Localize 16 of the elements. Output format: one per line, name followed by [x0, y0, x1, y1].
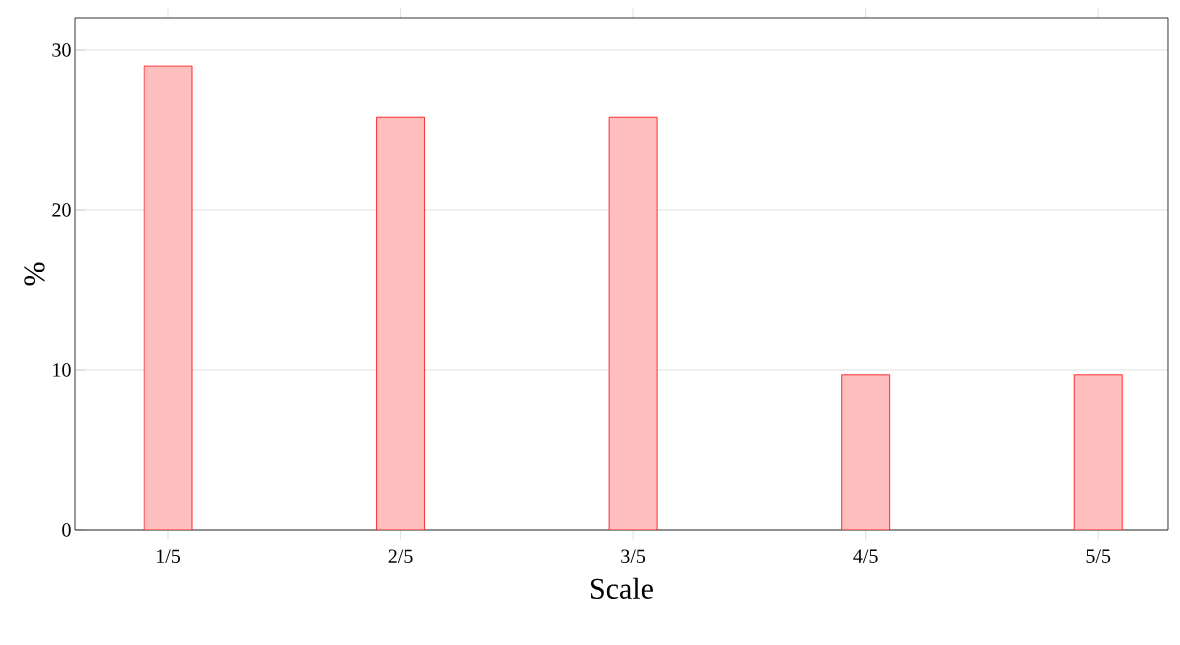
- y-tick-label: 10: [53, 363, 71, 377]
- bar: [608, 116, 658, 530]
- y-tick-label: 20: [52, 203, 71, 217]
- x-axis-title: Scale: [591, 577, 653, 599]
- bar: [376, 116, 425, 530]
- x-tick-label: 2/5: [388, 549, 413, 563]
- x-tick-label: 5/5: [1086, 549, 1111, 563]
- bar: [841, 374, 891, 530]
- bar: [143, 65, 193, 530]
- x-tick-label: 1/5: [157, 549, 181, 563]
- bar: [1073, 374, 1123, 530]
- y-axis-title: %: [24, 262, 45, 286]
- y-tick-label: 0: [62, 523, 71, 537]
- y-tick-label: 30: [52, 43, 71, 57]
- x-tick-label: 4/5: [853, 549, 878, 563]
- x-tick-label: 3/5: [621, 549, 646, 563]
